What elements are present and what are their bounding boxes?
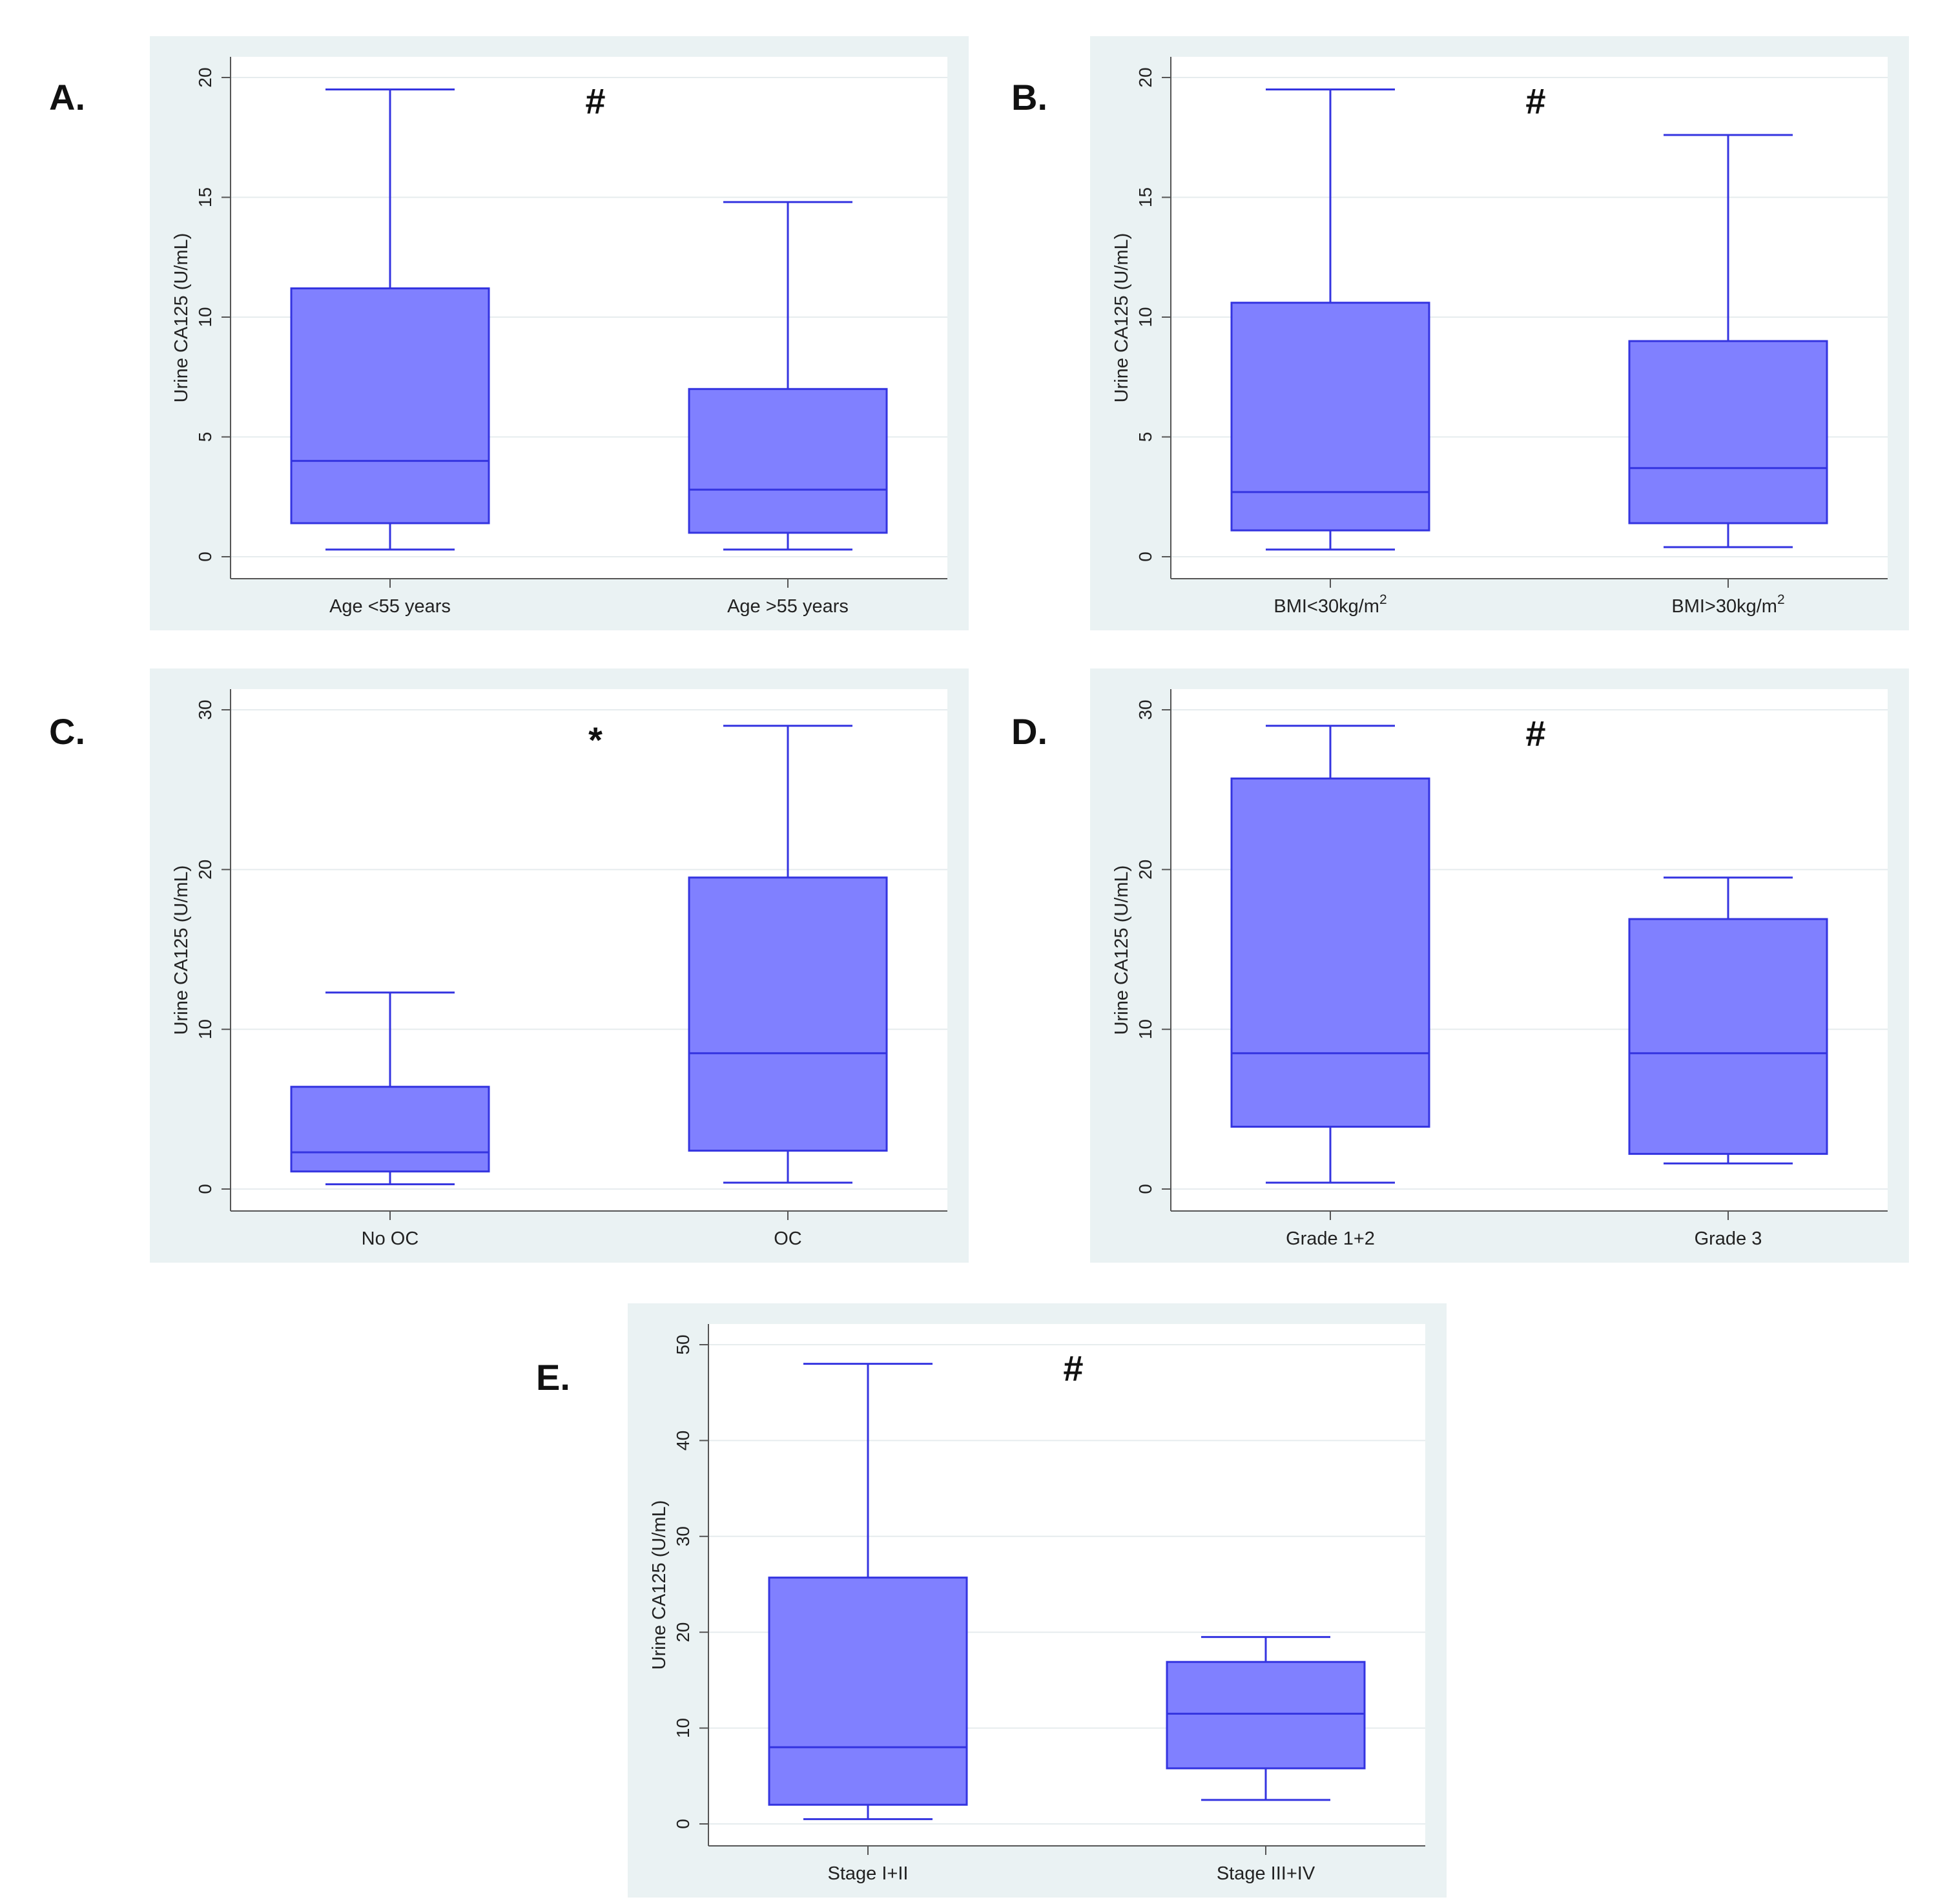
y-tick-label-0: 0 (195, 1184, 215, 1194)
y-tick-label-4: 40 (673, 1431, 693, 1451)
y-tick-label-2: 10 (195, 307, 215, 327)
x-tick-label-0: Age <55 years (329, 596, 451, 617)
chart-panel-c: 0 10 20 30 Urine CA125 (U/mL) No OC OC * (150, 668, 969, 1263)
box-1 (688, 201, 888, 551)
significance-annotation: # (585, 81, 605, 121)
box-1 (1628, 876, 1828, 1164)
x-tick-label-0: Grade 1+2 (1286, 1228, 1375, 1249)
x-tick-label-1: OC (774, 1228, 802, 1249)
iqr-box (1166, 1661, 1366, 1770)
y-tick-label-2: 20 (195, 860, 215, 880)
chart-panel-e: 0 10 20 30 40 50 Urine CA125 (U/mL) Stage I+II S… (628, 1303, 1447, 1898)
chart-panel-d: 0 10 20 30 Urine CA125 (U/mL) Grade 1+2 Grade … (1090, 668, 1909, 1263)
panel-letter-e: E. (536, 1357, 570, 1398)
panel-letter-b: B. (1011, 77, 1047, 118)
y-axis-title: Urine CA125 (U/mL) (1111, 865, 1132, 1035)
iqr-box (290, 1086, 490, 1173)
panel-letter-a: A. (49, 77, 85, 118)
y-tick-label-4: 20 (195, 67, 215, 87)
x-tick-label-1: BMI>30kg/m2 (1671, 592, 1784, 617)
y-tick-label-1: 10 (1135, 1019, 1155, 1039)
box-0 (290, 991, 490, 1186)
y-tick-label-2: 20 (1135, 860, 1155, 880)
box-1 (1166, 1636, 1366, 1801)
panel-letter-c: C. (49, 711, 85, 752)
x-tick-label-1: Stage III+IV (1217, 1863, 1315, 1884)
significance-annotation: * (588, 719, 603, 760)
iqr-box (768, 1577, 968, 1806)
y-tick-label-3: 15 (195, 187, 215, 207)
box-0 (1230, 725, 1430, 1184)
iqr-box (1628, 918, 1828, 1155)
box-0 (1230, 88, 1430, 551)
y-tick-label-1: 5 (195, 432, 215, 442)
box-1 (1628, 134, 1828, 548)
box-0 (768, 1363, 968, 1821)
y-tick-label-3: 15 (1135, 187, 1155, 207)
y-tick-label-1: 5 (1135, 432, 1155, 442)
y-axis-title: Urine CA125 (U/mL) (1111, 233, 1132, 403)
significance-annotation: # (1525, 81, 1545, 121)
y-tick-label-4: 20 (1135, 67, 1155, 87)
y-tick-label-3: 30 (673, 1526, 693, 1546)
panel-letter-d: D. (1011, 711, 1047, 752)
y-axis-title: Urine CA125 (U/mL) (171, 233, 192, 403)
y-tick-label-2: 10 (1135, 307, 1155, 327)
chart-panel-a: 0 5 10 15 20 Urine CA125 (U/mL) Age <55 years A… (150, 36, 969, 630)
iqr-box (1230, 777, 1430, 1128)
chart-panel-b: 0 5 10 15 20 Urine CA125 (U/mL) BMI<30kg/m2 BMI… (1090, 36, 1909, 630)
iqr-box (688, 388, 888, 534)
iqr-box (1628, 340, 1828, 524)
y-tick-label-1: 10 (195, 1019, 215, 1039)
y-tick-label-1: 10 (673, 1718, 693, 1738)
x-tick-label-1: Age >55 years (727, 596, 849, 617)
significance-annotation: # (1525, 713, 1545, 754)
box-0 (290, 88, 490, 551)
iqr-box (290, 287, 490, 524)
significance-annotation: # (1063, 1348, 1083, 1389)
x-tick-label-0: Stage I+II (828, 1863, 909, 1884)
y-axis-title: Urine CA125 (U/mL) (171, 865, 192, 1035)
y-tick-label-5: 50 (673, 1334, 693, 1354)
box-1 (688, 725, 888, 1184)
y-axis-title: Urine CA125 (U/mL) (649, 1500, 670, 1670)
x-tick-label-0: No OC (362, 1228, 419, 1249)
y-tick-label-0: 0 (673, 1819, 693, 1829)
y-tick-label-3: 30 (1135, 699, 1155, 719)
x-tick-label-1: Grade 3 (1695, 1228, 1762, 1249)
y-tick-label-0: 0 (195, 552, 215, 562)
iqr-box (1230, 302, 1430, 532)
y-tick-label-0: 0 (1135, 1184, 1155, 1194)
y-tick-label-0: 0 (1135, 552, 1155, 562)
x-tick-label-0: BMI<30kg/m2 (1274, 592, 1387, 617)
y-tick-label-3: 30 (195, 699, 215, 719)
iqr-box (688, 876, 888, 1152)
y-tick-label-2: 20 (673, 1622, 693, 1642)
